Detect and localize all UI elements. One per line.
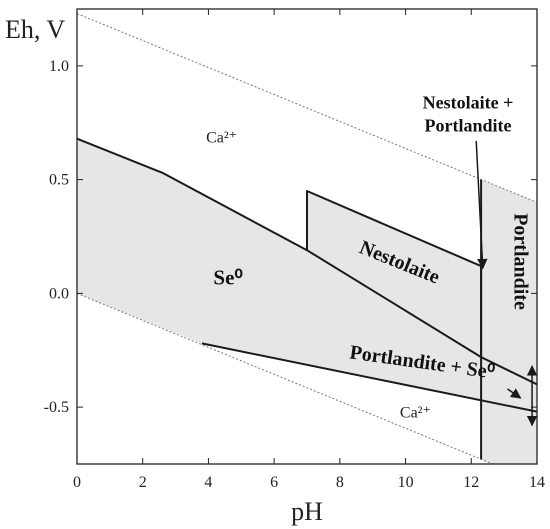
plot-frame-rect — [76, 8, 538, 465]
label-ca-upper: Ca²⁺ — [206, 129, 237, 146]
region-nestolaite — [307, 191, 482, 358]
y-tick-label: 0.5 — [49, 172, 69, 189]
y-tick-label: 1.0 — [49, 58, 69, 75]
label-se0: Se⁰ — [213, 266, 243, 290]
axis-ticks: 0 2 4 6 8 10 12 14 1.0 0.5 0.0 -0.5 — [44, 9, 545, 491]
region-portlandite — [481, 179, 537, 464]
x-tick-label: 12 — [463, 474, 479, 491]
boundary-line-2 — [306, 190, 482, 268]
annotation-arrow-1 — [475, 140, 488, 270]
water-line-2 — [77, 292, 494, 464]
x-axis-label: pH — [291, 497, 323, 526]
water-line-1 — [77, 13, 537, 203]
boundary-line-4 — [201, 342, 537, 413]
x-tick-label: 0 — [73, 474, 81, 491]
x-tick-label: 10 — [398, 474, 414, 491]
y-axis-label: Eh, V — [5, 15, 65, 44]
x-tick-label: 8 — [336, 474, 344, 491]
x-tick-label: 6 — [270, 474, 278, 491]
x-tick-label: 2 — [139, 474, 147, 491]
region-se0 — [77, 138, 482, 401]
annotation-arrow-2 — [507, 388, 522, 399]
label-ca-lower: Ca²⁺ — [400, 405, 431, 422]
x-tick-label: 14 — [529, 474, 545, 491]
y-tick-label: -0.5 — [44, 399, 69, 416]
label-nestolaite-portlandite-1: Nestolaite + — [423, 93, 514, 113]
plot-frame — [76, 8, 538, 465]
water-stability-lines — [77, 13, 537, 464]
annotation-arrows — [475, 140, 538, 427]
regions-layer — [77, 138, 537, 464]
label-nestolaite-portlandite-2: Portlandite — [425, 115, 512, 135]
label-portlandite: Portlandite — [509, 213, 531, 310]
x-tick-label: 4 — [204, 474, 212, 491]
y-tick-label: 0.0 — [49, 285, 69, 302]
